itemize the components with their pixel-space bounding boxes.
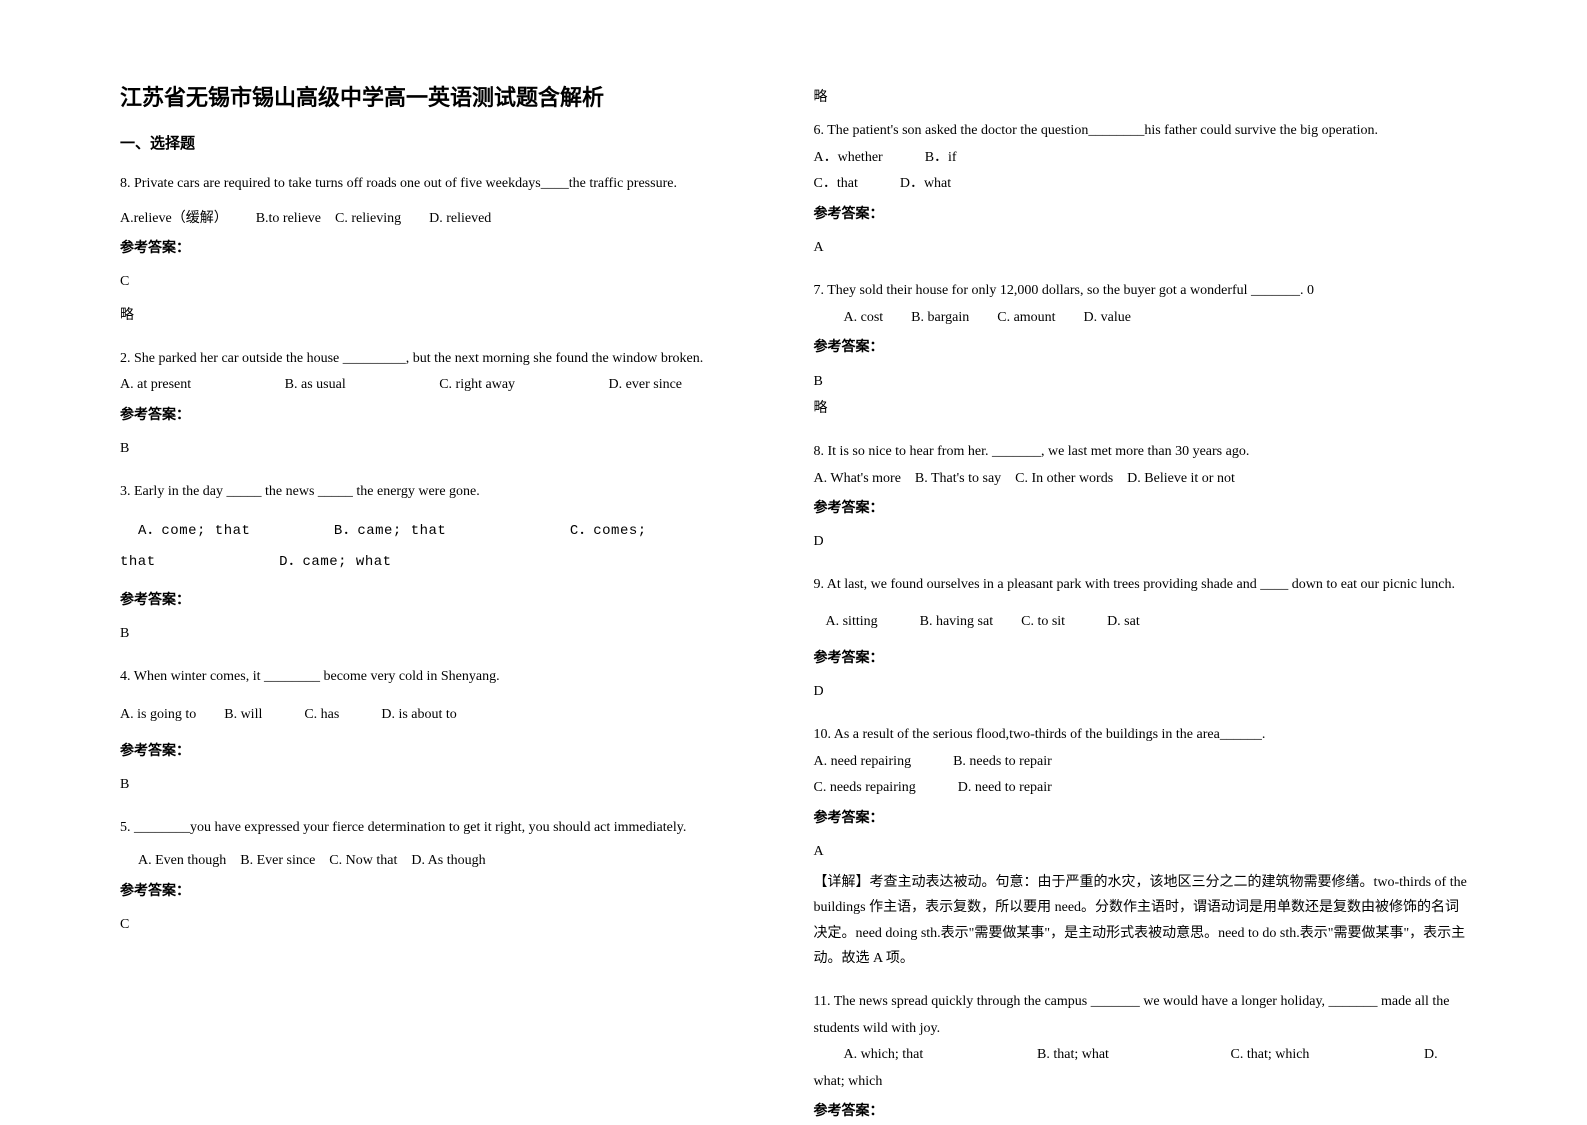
question-8b: 8. It is so nice to hear from her. _____… <box>814 439 1468 555</box>
question-options-line1: A．whether B．if <box>814 145 1468 172</box>
option-a: A．come; that <box>138 523 250 539</box>
answer-label: 参考答案： <box>120 739 774 764</box>
left-column: 江苏省无锡市锡山高级中学高一英语测试题含解析 一、选择题 8. Private … <box>100 80 794 1082</box>
question-6: 6. The patient's son asked the doctor th… <box>814 118 1468 260</box>
answer-value: B <box>120 436 774 461</box>
question-options: A. cost B. bargain C. amount D. value <box>814 305 1468 332</box>
question-text: 10. As a result of the serious flood,two… <box>814 722 1468 749</box>
answer-note: 略 <box>814 396 1468 421</box>
question-5: 5. ________you have expressed your fierc… <box>120 815 774 937</box>
question-options: A.relieve（缓解） B.to relieve C. relieving … <box>120 206 774 233</box>
question-options-line1: A. need repairing B. needs to repair <box>814 749 1468 776</box>
question-options: A. at present B. as usual C. right away … <box>120 372 774 399</box>
question-text: 4. When winter comes, it ________ become… <box>120 664 774 691</box>
question-options: A. Even though B. Ever since C. Now that… <box>120 848 774 875</box>
answer-label: 参考答案： <box>814 646 1468 671</box>
answer-label: 参考答案： <box>120 879 774 904</box>
answer-label: 参考答案： <box>814 335 1468 360</box>
option-d: D．came; what <box>279 554 391 570</box>
option-c: C. that; which <box>1231 1042 1421 1069</box>
question-text: 8. Private cars are required to take tur… <box>120 171 774 198</box>
answer-label: 参考答案： <box>814 806 1468 831</box>
question-text: 11. The news spread quickly through the … <box>814 989 1468 1042</box>
question-4: 4. When winter comes, it ________ become… <box>120 664 774 798</box>
question-7: 7. They sold their house for only 12,000… <box>814 278 1468 421</box>
right-column: 略 6. The patient's son asked the doctor … <box>794 80 1488 1082</box>
answer-value: A <box>814 235 1468 260</box>
question-3: 3. Early in the day _____ the news _____… <box>120 479 774 646</box>
answer-value: C <box>120 269 774 294</box>
answer-value: A <box>814 839 1468 864</box>
option-a: A. at present <box>120 372 191 399</box>
question-text: 7. They sold their house for only 12,000… <box>814 278 1468 305</box>
option-b: B. that; what <box>1037 1042 1227 1069</box>
question-options-line2: C. needs repairing D. need to repair <box>814 775 1468 802</box>
answer-label: 参考答案： <box>120 236 774 261</box>
question-2: 2. She parked her car outside the house … <box>120 346 774 462</box>
answer-value: B <box>120 772 774 797</box>
page-title: 江苏省无锡市锡山高级中学高一英语测试题含解析 <box>120 80 774 112</box>
answer-label: 参考答案： <box>120 588 774 613</box>
question-11: 11. The news spread quickly through the … <box>814 989 1468 1125</box>
answer-label: 参考答案： <box>814 496 1468 521</box>
option-b: B. as usual <box>285 372 346 399</box>
question-options: A. is going to B. will C. has D. is abou… <box>120 702 774 729</box>
answer-label: 参考答案： <box>814 202 1468 227</box>
answer-value: B <box>814 369 1468 394</box>
option-c: C. right away <box>439 372 515 399</box>
answer-value: D <box>814 529 1468 554</box>
question-options-line2: C．that D．what <box>814 171 1468 198</box>
answer-explanation: 【详解】考查主动表达被动。句意：由于严重的水灾，该地区三分之二的建筑物需要修缮。… <box>814 870 1468 971</box>
answer-value: D <box>814 679 1468 704</box>
question-options: A．come; that B．came; that C．comes; that … <box>120 516 774 578</box>
column-note: 略 <box>814 86 1468 106</box>
question-options: A. which; that B. that; what C. that; wh… <box>814 1042 1468 1095</box>
question-text: 8. It is so nice to hear from her. _____… <box>814 439 1468 466</box>
answer-label: 参考答案： <box>814 1099 1468 1124</box>
question-options: A. What's more B. That's to say C. In ot… <box>814 466 1468 493</box>
question-options: A. sitting B. having sat C. to sit D. sa… <box>814 609 1468 636</box>
question-text: 6. The patient's son asked the doctor th… <box>814 118 1468 145</box>
section-heading: 一、选择题 <box>120 132 774 153</box>
option-b: B．came; that <box>334 523 446 539</box>
question-8: 8. Private cars are required to take tur… <box>120 171 774 328</box>
answer-note: 略 <box>120 303 774 328</box>
question-text: 9. At last, we found ourselves in a plea… <box>814 572 1468 599</box>
answer-label: 参考答案： <box>120 403 774 428</box>
question-9: 9. At last, we found ourselves in a plea… <box>814 572 1468 704</box>
question-text: 3. Early in the day _____ the news _____… <box>120 479 774 506</box>
question-text: 5. ________you have expressed your fierc… <box>120 815 774 842</box>
question-text: 2. She parked her car outside the house … <box>120 346 774 373</box>
option-d: D. ever since <box>609 377 682 392</box>
question-10: 10. As a result of the serious flood,two… <box>814 722 1468 971</box>
answer-value: B <box>120 621 774 646</box>
option-a: A. which; that <box>844 1042 1034 1069</box>
answer-value: C <box>120 912 774 937</box>
